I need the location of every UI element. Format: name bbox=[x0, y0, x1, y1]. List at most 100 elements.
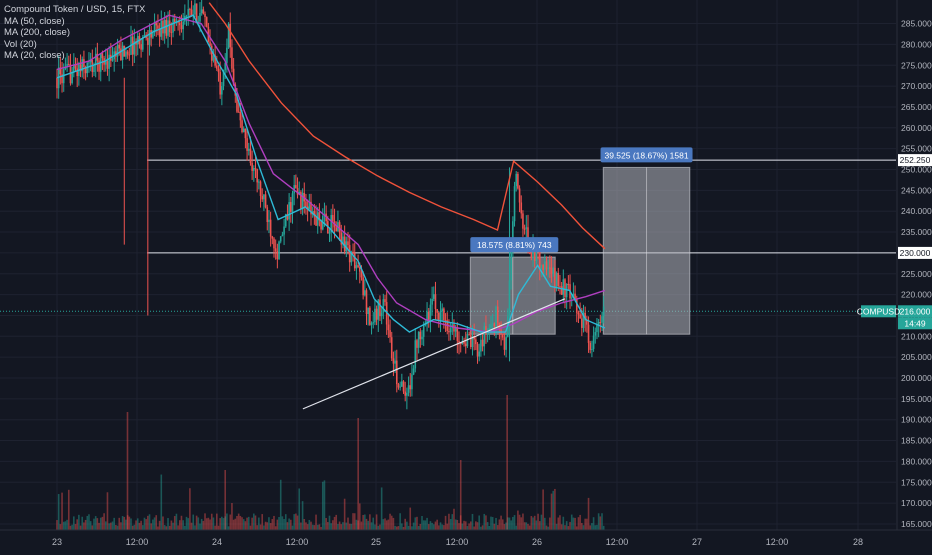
volume-bar bbox=[355, 519, 358, 530]
price-tick-label: 175.000 bbox=[901, 477, 932, 487]
volume-bar bbox=[237, 513, 240, 530]
candle-body bbox=[584, 312, 586, 321]
volume-bar bbox=[306, 524, 309, 530]
volume-bar bbox=[86, 515, 89, 530]
volume-bar bbox=[480, 526, 482, 530]
volume-bar bbox=[446, 523, 449, 530]
volume-bar bbox=[71, 524, 73, 530]
volume-bar bbox=[506, 395, 508, 530]
candle-body bbox=[572, 293, 575, 298]
volume-bar bbox=[150, 523, 152, 530]
trend-line[interactable] bbox=[302, 298, 566, 410]
candle-body bbox=[404, 391, 406, 396]
volume-bar bbox=[335, 514, 338, 530]
volume-bar bbox=[286, 522, 289, 530]
volume-bar bbox=[542, 489, 544, 530]
candle-body bbox=[284, 214, 287, 227]
volume-bar bbox=[431, 522, 433, 530]
candle-body bbox=[212, 55, 215, 61]
measure-label-text: 18.575 (8.81%) 743 bbox=[477, 240, 552, 250]
volume-bar bbox=[414, 517, 417, 530]
volume-bar bbox=[540, 514, 543, 530]
candle-body bbox=[547, 267, 549, 270]
volume-bar bbox=[273, 515, 275, 530]
legend-ma50[interactable]: MA (50, close) bbox=[4, 15, 65, 27]
bar-countdown-tag-badge bbox=[898, 317, 932, 330]
volume-bar bbox=[308, 519, 311, 530]
candle-body bbox=[76, 68, 78, 77]
volume-bar bbox=[515, 525, 518, 530]
volume-bar bbox=[471, 513, 474, 530]
candle-body bbox=[185, 15, 188, 17]
candle-body bbox=[94, 53, 97, 65]
candle-body bbox=[397, 384, 400, 388]
volume-bar bbox=[259, 524, 262, 530]
candle-body bbox=[570, 297, 573, 299]
volume-bar bbox=[103, 513, 105, 530]
candle-body bbox=[587, 324, 590, 343]
candle-body bbox=[310, 201, 312, 215]
candle-body bbox=[209, 41, 211, 46]
candle-body bbox=[406, 392, 408, 396]
volume-bar bbox=[168, 525, 171, 530]
legend-volume[interactable]: Vol (20) bbox=[4, 38, 37, 50]
candle-body bbox=[557, 272, 560, 287]
volume-bar bbox=[256, 525, 258, 530]
candle-body bbox=[59, 67, 62, 75]
volume-bar bbox=[189, 488, 191, 530]
legend-ma200[interactable]: MA (200, close) bbox=[4, 27, 70, 38]
volume-bar bbox=[178, 520, 181, 530]
volume-bar bbox=[283, 518, 285, 530]
candle-body bbox=[530, 253, 533, 259]
candle-body bbox=[170, 31, 173, 33]
candle-body bbox=[347, 241, 349, 246]
candle-body bbox=[490, 324, 492, 329]
candle-body bbox=[210, 45, 213, 61]
volume-bar bbox=[357, 520, 359, 530]
candle-body bbox=[84, 66, 87, 74]
volume-bar bbox=[266, 522, 269, 530]
candle-body bbox=[318, 212, 321, 221]
volume-bar bbox=[451, 514, 454, 530]
candle-body bbox=[263, 194, 265, 200]
volume-bar bbox=[562, 516, 565, 530]
candle-body bbox=[411, 374, 413, 390]
candle-body bbox=[295, 185, 297, 189]
candle-body bbox=[370, 323, 373, 325]
volume-bar bbox=[429, 521, 432, 530]
candle-body bbox=[473, 336, 475, 340]
volume-bar bbox=[538, 521, 541, 530]
volume-bar bbox=[133, 524, 136, 530]
volume-bar bbox=[575, 526, 578, 530]
volume-bar bbox=[343, 498, 346, 530]
volume-bar bbox=[128, 516, 131, 530]
volume-bar bbox=[242, 519, 245, 530]
legend-symbol[interactable]: Compound Token / USD, 15, FTX bbox=[4, 4, 146, 15]
volume-bar bbox=[409, 507, 412, 530]
volume-bar bbox=[552, 490, 555, 530]
candle-body bbox=[554, 268, 556, 289]
candle-body bbox=[131, 36, 134, 55]
candle-body bbox=[61, 74, 63, 84]
candle-body bbox=[350, 251, 353, 263]
candle-body bbox=[522, 213, 524, 229]
candle-body bbox=[133, 41, 136, 55]
volume-bar bbox=[337, 524, 339, 530]
volume-bar bbox=[358, 503, 361, 530]
volume-bar bbox=[316, 524, 319, 530]
volume-bar bbox=[564, 525, 566, 530]
volume-bar bbox=[219, 518, 221, 530]
legend-ma20[interactable]: MA (20, close) bbox=[4, 50, 65, 61]
volume-bar bbox=[120, 522, 122, 530]
price-tick-label: 200.000 bbox=[901, 373, 932, 383]
indicator-legend: Compound Token / USD, 15, FTX MA (50, cl… bbox=[4, 4, 145, 62]
candle-body bbox=[559, 286, 561, 288]
candle-body bbox=[491, 323, 494, 325]
candle-body bbox=[552, 268, 555, 274]
volume-bar bbox=[130, 518, 132, 530]
volume-bar bbox=[384, 518, 386, 530]
volume-bar bbox=[382, 519, 385, 530]
volume-bar bbox=[300, 522, 302, 530]
